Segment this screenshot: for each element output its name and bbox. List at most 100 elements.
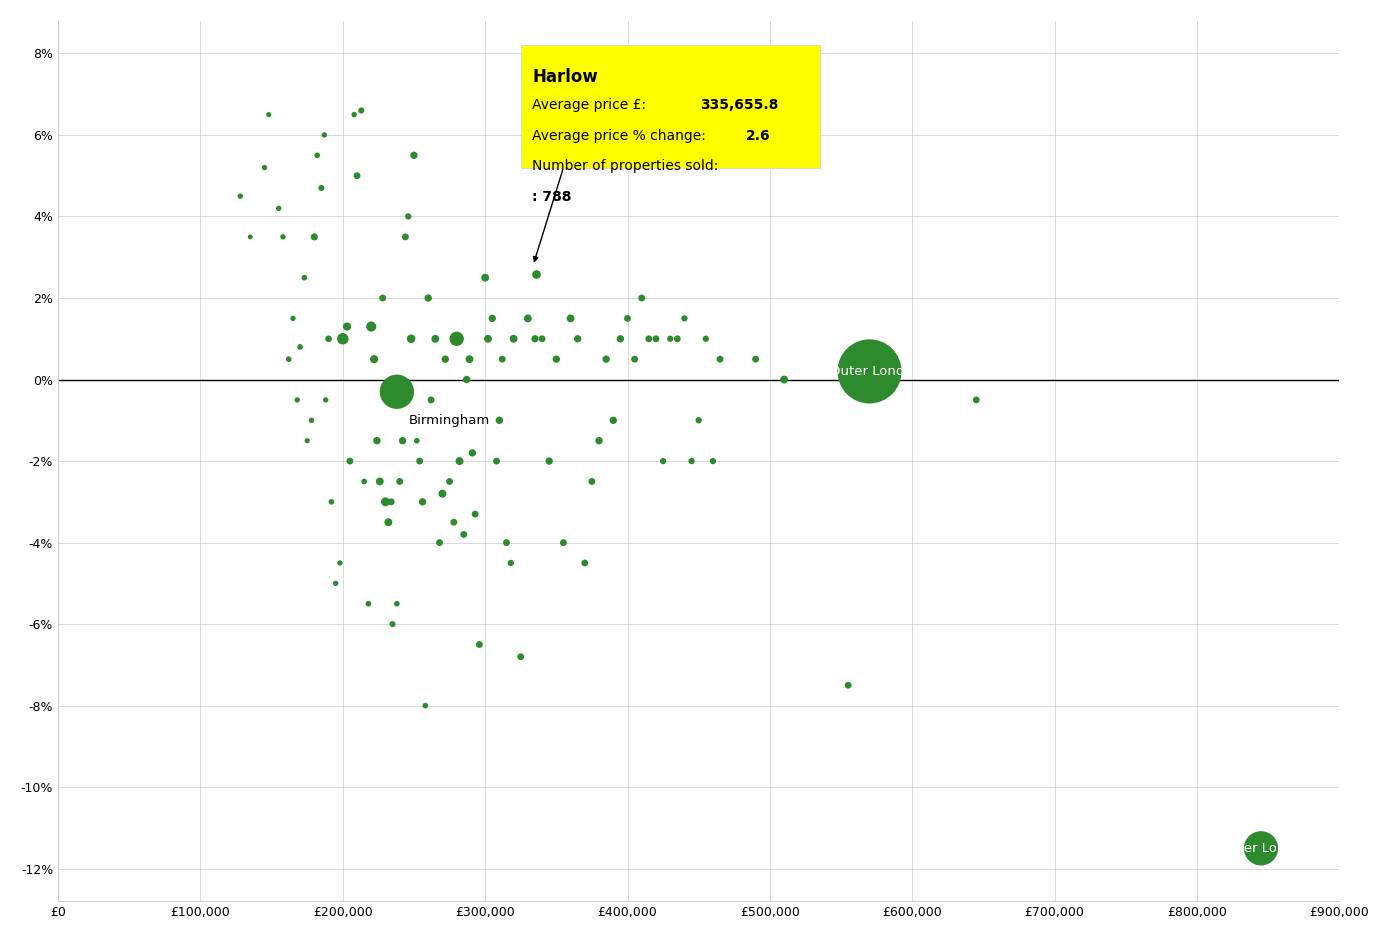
Point	[652, 453, 674, 468]
Point	[624, 352, 646, 367]
Text: : 788: : 788	[532, 190, 571, 204]
Point	[688, 413, 710, 428]
Point	[464, 507, 486, 522]
Point	[268, 201, 291, 216]
Point	[374, 494, 396, 509]
Point	[681, 453, 703, 468]
Point	[257, 107, 279, 122]
Point	[379, 494, 402, 509]
Point	[485, 453, 507, 468]
Text: Number of properties sold:: Number of properties sold:	[532, 160, 719, 173]
Point	[567, 331, 589, 346]
Point	[477, 331, 499, 346]
Point	[346, 168, 368, 183]
Point	[428, 535, 450, 550]
FancyBboxPatch shape	[521, 45, 820, 167]
Point	[366, 433, 388, 448]
Point	[965, 392, 987, 407]
Point	[559, 311, 581, 326]
Point	[392, 433, 414, 448]
Point	[320, 494, 342, 509]
Point	[525, 266, 548, 281]
Point	[837, 678, 859, 693]
Point	[360, 319, 382, 334]
Point	[456, 372, 478, 387]
Point	[286, 392, 309, 407]
Point	[468, 637, 491, 652]
Point	[673, 311, 695, 326]
Point	[538, 453, 560, 468]
Point	[645, 331, 667, 346]
Point	[306, 148, 328, 163]
Point	[616, 311, 638, 326]
Point	[488, 413, 510, 428]
Point	[659, 331, 681, 346]
Point	[510, 650, 532, 665]
Point	[574, 556, 596, 571]
Point	[403, 148, 425, 163]
Point	[495, 535, 517, 550]
Point	[350, 103, 373, 118]
Point	[398, 209, 420, 224]
Point	[332, 331, 354, 346]
Point	[293, 270, 316, 285]
Point	[357, 596, 379, 611]
Point	[239, 229, 261, 244]
Point	[310, 180, 332, 196]
Point	[531, 331, 553, 346]
Point	[363, 352, 385, 367]
Point	[353, 474, 375, 489]
Point	[461, 446, 484, 461]
Point	[666, 331, 688, 346]
Point	[300, 413, 322, 428]
Point	[313, 128, 335, 143]
Point	[442, 515, 464, 530]
Point	[517, 311, 539, 326]
Point	[545, 352, 567, 367]
Point	[709, 352, 731, 367]
Point	[745, 352, 767, 367]
Point	[296, 433, 318, 448]
Point	[278, 352, 300, 367]
Point	[417, 290, 439, 306]
Point	[329, 556, 352, 571]
Point	[420, 392, 442, 407]
Point	[609, 331, 631, 346]
Point	[453, 527, 475, 542]
Point	[386, 596, 409, 611]
Point	[377, 515, 399, 530]
Point	[371, 290, 393, 306]
Point	[406, 433, 428, 448]
Point	[434, 352, 456, 367]
Point	[702, 453, 724, 468]
Point	[289, 339, 311, 354]
Point	[481, 311, 503, 326]
Point	[631, 290, 653, 306]
Text: Average price £:: Average price £:	[532, 99, 651, 112]
Point	[859, 364, 881, 379]
Point	[602, 413, 624, 428]
Point	[400, 331, 423, 346]
Text: Inner London: Inner London	[1223, 842, 1311, 854]
Point	[395, 229, 417, 244]
Point	[474, 270, 496, 285]
Text: 335,655.8: 335,655.8	[701, 99, 778, 112]
Point	[368, 474, 391, 489]
Text: Birmingham: Birmingham	[409, 414, 489, 427]
Point	[389, 474, 411, 489]
Point	[314, 392, 336, 407]
Point	[339, 453, 361, 468]
Point	[446, 331, 468, 346]
Point	[317, 331, 339, 346]
Point	[438, 474, 460, 489]
Text: Harlow: Harlow	[532, 68, 598, 86]
Point	[324, 576, 346, 591]
Text: Average price % change:: Average price % change:	[532, 129, 710, 143]
Point	[386, 384, 409, 400]
Point	[381, 617, 403, 632]
Point	[638, 331, 660, 346]
Point	[1250, 840, 1272, 855]
Point	[411, 494, 434, 509]
Point	[414, 698, 436, 713]
Point	[524, 331, 546, 346]
